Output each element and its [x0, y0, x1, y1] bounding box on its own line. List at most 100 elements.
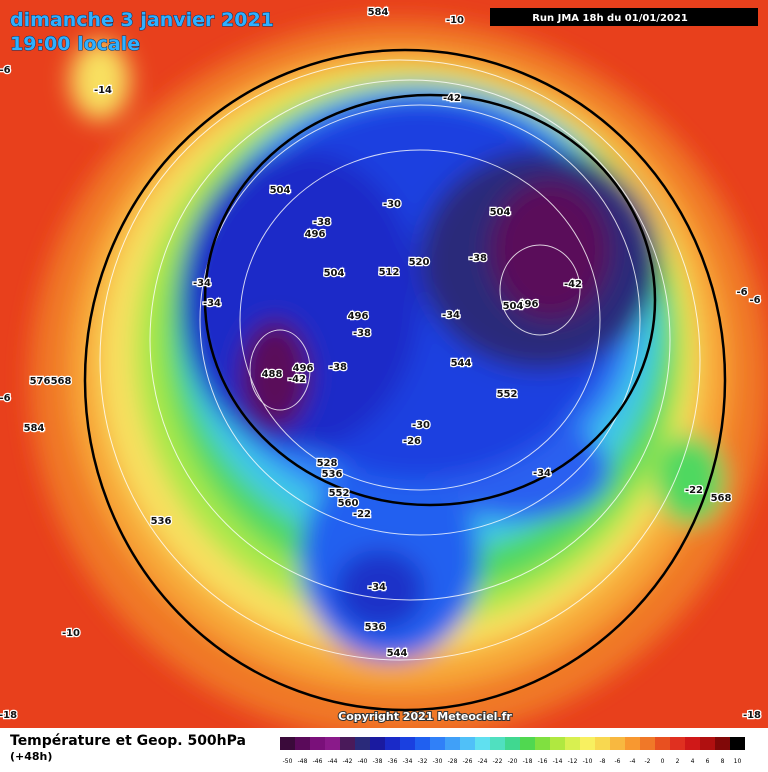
map-label: 504 — [490, 207, 511, 218]
map-label: 576 — [30, 376, 51, 387]
map-label: -38 — [353, 328, 371, 339]
legend-swatch — [295, 737, 310, 750]
legend-label: -42 — [343, 758, 353, 765]
legend-label: 4 — [691, 758, 695, 765]
map-label: 544 — [387, 648, 408, 659]
map-label: 496 — [518, 299, 539, 310]
legend-swatch — [475, 737, 490, 750]
legend-swatch — [535, 737, 550, 750]
map-label: 552 — [497, 389, 518, 400]
legend-swatch — [625, 737, 640, 750]
legend-label: -24 — [478, 758, 488, 765]
legend-label: -12 — [568, 758, 578, 765]
map-label: -38 — [313, 217, 331, 228]
legend-swatch — [460, 737, 475, 750]
legend-label: -14 — [553, 758, 563, 765]
legend-label: -22 — [493, 758, 503, 765]
map-label: -34 — [442, 310, 460, 321]
legend-label: 0 — [661, 758, 665, 765]
legend-label: -4 — [630, 758, 636, 765]
legend-swatch — [355, 737, 370, 750]
legend-swatch — [520, 737, 535, 750]
legend-swatch — [550, 737, 565, 750]
legend-swatch — [445, 737, 460, 750]
map-label: 584 — [24, 423, 45, 434]
legend-swatch — [310, 737, 325, 750]
legend-swatch — [325, 737, 340, 750]
map-label: -38 — [329, 362, 347, 373]
map-label: -14 — [94, 85, 112, 96]
map-label: -10 — [446, 15, 464, 26]
legend-swatch — [685, 737, 700, 750]
legend-label: -34 — [403, 758, 413, 765]
map-label: 488 — [262, 369, 283, 380]
legend-label: -50 — [283, 758, 293, 765]
map-label: 520 — [409, 257, 430, 268]
map-label: 504 — [270, 185, 291, 196]
legend-label: -38 — [373, 758, 383, 765]
legend-label: -16 — [538, 758, 548, 765]
map-label: 568 — [51, 376, 72, 387]
legend-swatch — [415, 737, 430, 750]
map-label: -34 — [368, 582, 386, 593]
legend-swatch — [505, 737, 520, 750]
map-label: -34 — [203, 298, 221, 309]
map-label: 536 — [151, 516, 172, 527]
map-label: 536 — [365, 622, 386, 633]
map-label: -34 — [193, 278, 211, 289]
map-label: -18 — [743, 710, 761, 721]
map-label: -10 — [62, 628, 80, 639]
legend-label: -48 — [298, 758, 308, 765]
map-label: 496 — [305, 229, 326, 240]
legend-label: 10 — [734, 758, 742, 765]
map-label: 568 — [711, 493, 732, 504]
map-label: 496 — [293, 363, 314, 374]
legend-label: -18 — [523, 758, 533, 765]
map-label: 512 — [379, 267, 400, 278]
map-label: 560 — [338, 498, 359, 509]
copyright: Copyright 2021 Meteociel.fr — [338, 710, 512, 723]
legend-label: 8 — [721, 758, 725, 765]
legend-swatch — [700, 737, 715, 750]
footer-lead: (+48h) — [10, 750, 52, 763]
legend-label: -28 — [448, 758, 458, 765]
legend-swatch — [610, 737, 625, 750]
legend-label: -6 — [615, 758, 621, 765]
legend-label: -8 — [600, 758, 606, 765]
run-box — [490, 8, 758, 26]
map-label: 544 — [451, 358, 472, 369]
footer-title: Température et Geop. 500hPa — [10, 733, 246, 749]
map-label: -42 — [288, 374, 306, 385]
legend-swatch — [370, 737, 385, 750]
legend-label: -30 — [433, 758, 443, 765]
run-info: Run JMA 18h du 01/01/2021 — [532, 13, 688, 24]
legend-label: -40 — [358, 758, 368, 765]
map-label: 584 — [368, 7, 389, 18]
legend-swatch — [280, 737, 295, 750]
map-label: -30 — [412, 420, 430, 431]
legend-swatch — [490, 737, 505, 750]
map-label: -6 — [0, 393, 11, 404]
map-label: -6 — [749, 295, 760, 306]
map — [0, 0, 768, 740]
legend-swatch — [595, 737, 610, 750]
map-label: -30 — [383, 199, 401, 210]
legend-label: -20 — [508, 758, 518, 765]
map-label: 552 — [329, 488, 350, 499]
map-label: -42 — [443, 93, 461, 104]
legend-label: -2 — [645, 758, 651, 765]
map-label: -26 — [403, 436, 421, 447]
legend-swatch — [655, 737, 670, 750]
legend-label: -32 — [418, 758, 428, 765]
map-label: 504 — [324, 268, 345, 279]
legend-label: 6 — [706, 758, 710, 765]
map-label: 504 — [503, 301, 524, 312]
map-label: 536 — [322, 469, 343, 480]
map-label: -18 — [0, 710, 17, 721]
map-label: 496 — [348, 311, 369, 322]
legend-label: -46 — [313, 758, 323, 765]
legend-swatch — [715, 737, 730, 750]
legend-label: -36 — [388, 758, 398, 765]
legend-label: -44 — [328, 758, 338, 765]
